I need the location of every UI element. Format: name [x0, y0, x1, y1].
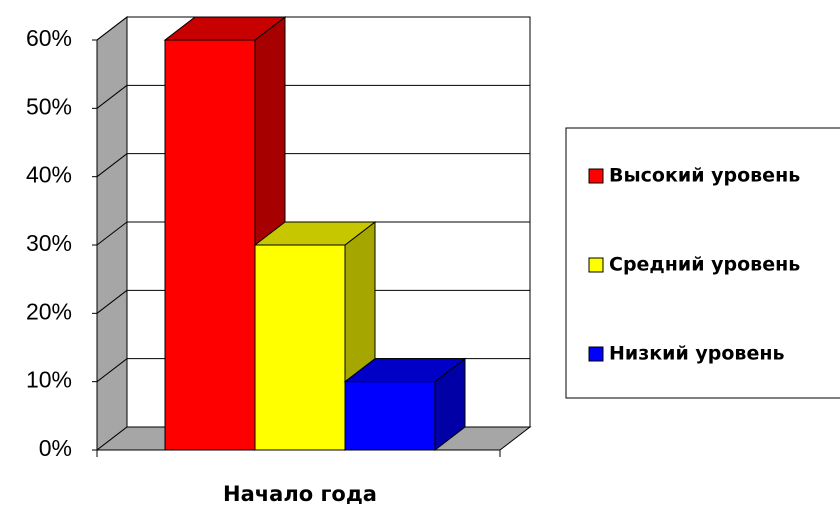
grid-line: [96, 153, 128, 178]
legend-label: Низкий уровень: [609, 343, 784, 365]
y-tick-label: 50%: [26, 93, 72, 119]
bar: [254, 244, 346, 451]
legend-label: Средний уровень: [609, 254, 800, 276]
y-tick-label: 20%: [26, 298, 72, 324]
grid-line: [96, 221, 128, 246]
legend-box: [565, 127, 840, 399]
y-tick-label: 60%: [26, 25, 72, 51]
y-tick-label: 0%: [39, 435, 72, 461]
legend-swatch: [588, 168, 604, 184]
grid-line: [96, 16, 128, 41]
bar: [164, 39, 256, 451]
grid-line: [96, 84, 128, 109]
bar: [344, 381, 436, 451]
y-tick-label: 40%: [26, 162, 72, 188]
grid-line: [96, 358, 128, 383]
legend-swatch: [588, 257, 604, 273]
grid-line: [96, 289, 128, 314]
y-tick-label: 30%: [26, 230, 72, 256]
legend-swatch: [588, 346, 604, 362]
legend-label: Высокий уровень: [609, 165, 800, 187]
y-tick-label: 10%: [26, 367, 72, 393]
x-tick-label: Начало года: [223, 482, 377, 506]
